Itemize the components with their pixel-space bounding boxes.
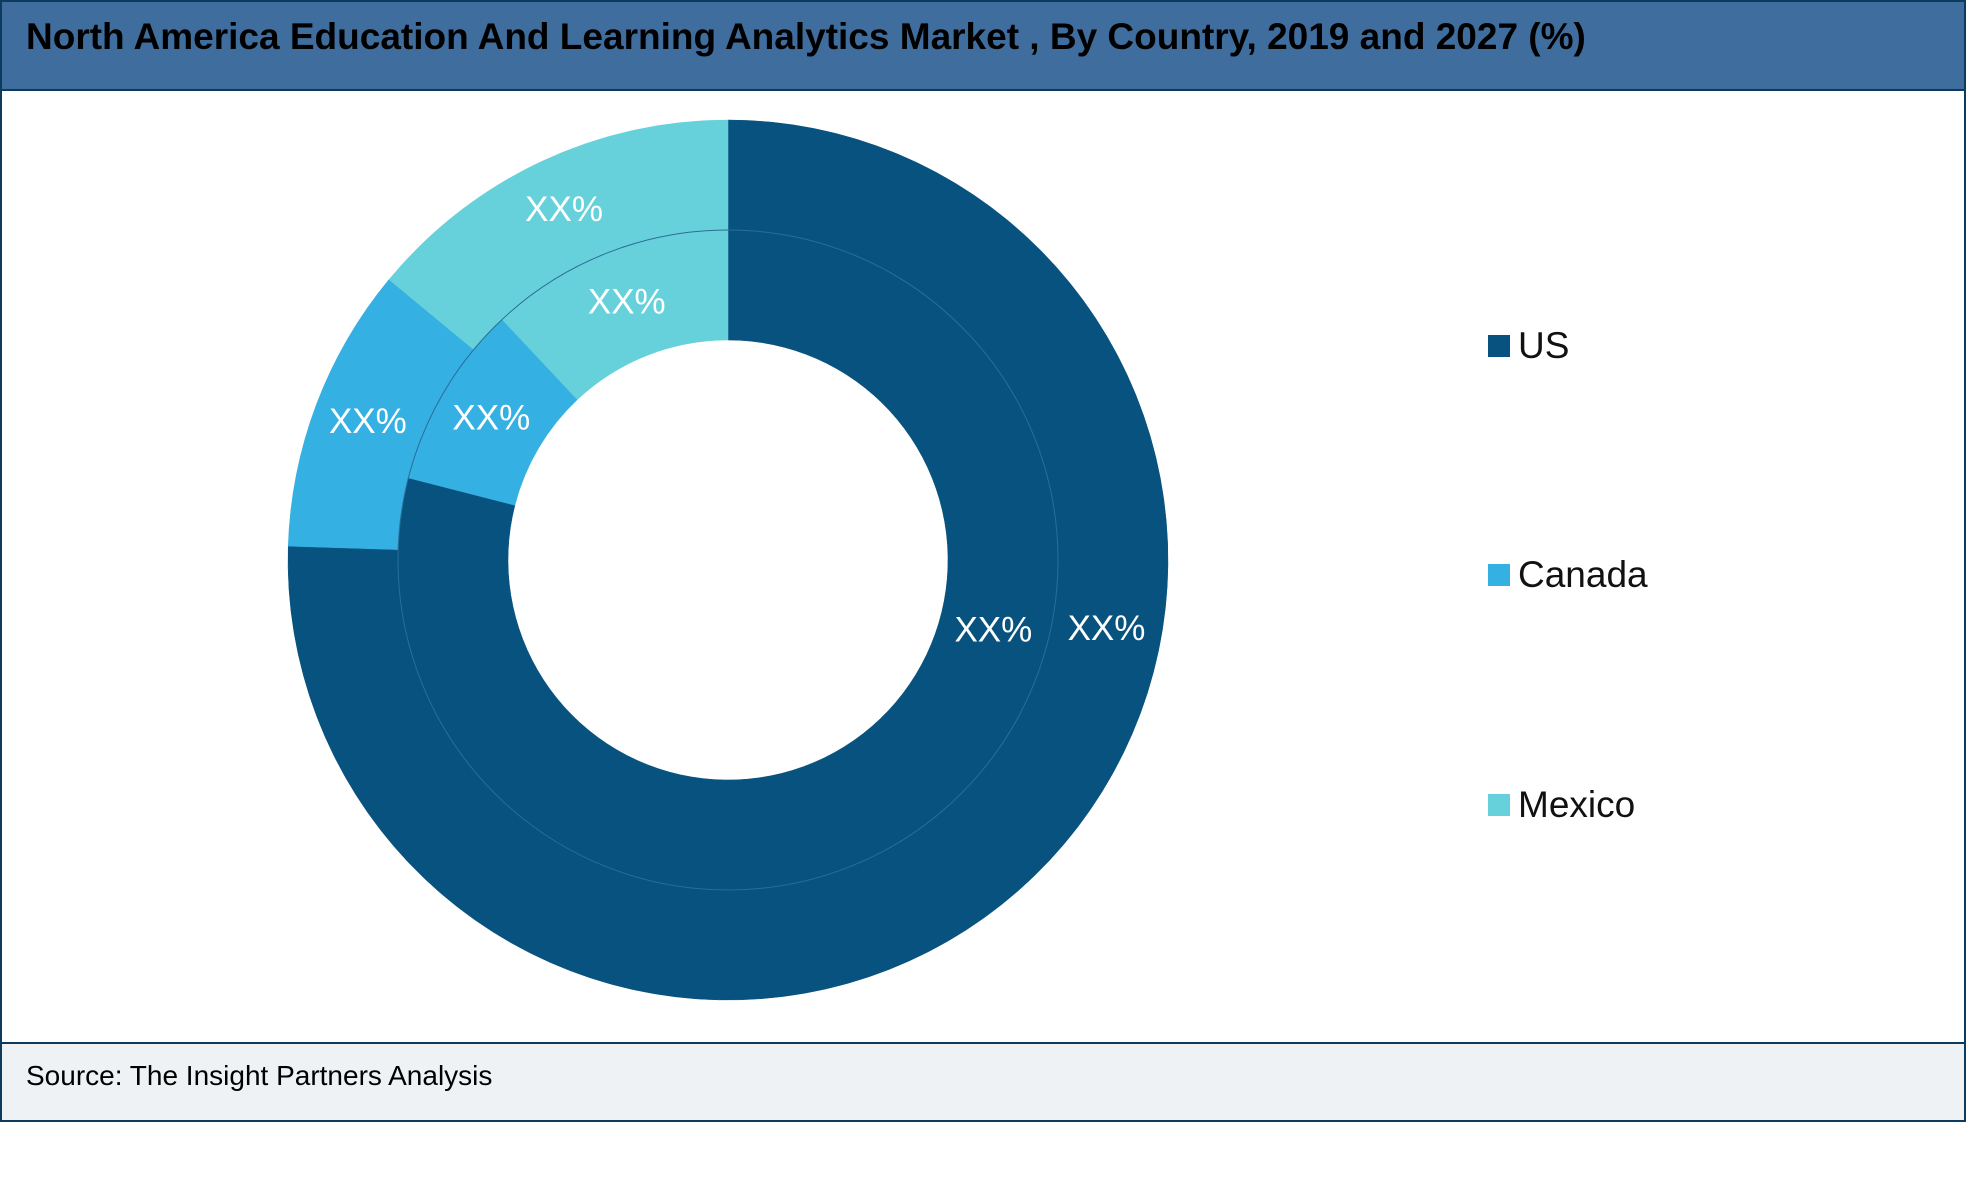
legend-swatch-mexico: [1488, 794, 1510, 816]
ring-separator: [397, 229, 1059, 891]
source-note: Source: The Insight Partners Analysis: [26, 1060, 493, 1091]
outer-label-us: XX%: [1068, 609, 1146, 648]
legend-item-canada: Canada: [1488, 554, 1648, 595]
chart-header: North America Education And Learning Ana…: [2, 2, 1964, 91]
inner-label-canada: XX%: [452, 398, 530, 437]
legend-label-mexico: Mexico: [1518, 784, 1636, 825]
legend-label-canada: Canada: [1518, 554, 1648, 595]
donut-labels: XX% XX% XX% XX% XX% XX%: [329, 190, 1145, 650]
legend-swatch-canada: [1488, 564, 1510, 586]
legend-item-us: US: [1488, 325, 1570, 366]
inner-label-us: XX%: [954, 610, 1032, 649]
outer-label-mexico: XX%: [525, 190, 603, 229]
donut-chart: XX% XX% XX% XX% XX% XX%: [287, 119, 1169, 1001]
legend-label-us: US: [1518, 325, 1570, 366]
chart-title: North America Education And Learning Ana…: [26, 16, 1586, 57]
inner-label-mexico: XX%: [588, 283, 666, 322]
legend-item-mexico: Mexico: [1488, 784, 1636, 825]
legend-swatch-us: [1488, 335, 1510, 357]
chart-footer: Source: The Insight Partners Analysis: [2, 1042, 1964, 1120]
chart-frame: North America Education And Learning Ana…: [0, 0, 1966, 1122]
outer-label-canada: XX%: [329, 402, 407, 441]
donut-slices: [287, 119, 1169, 1001]
chart-area: XX% XX% XX% XX% XX% XX% US Canada Mexico: [2, 91, 1964, 1047]
